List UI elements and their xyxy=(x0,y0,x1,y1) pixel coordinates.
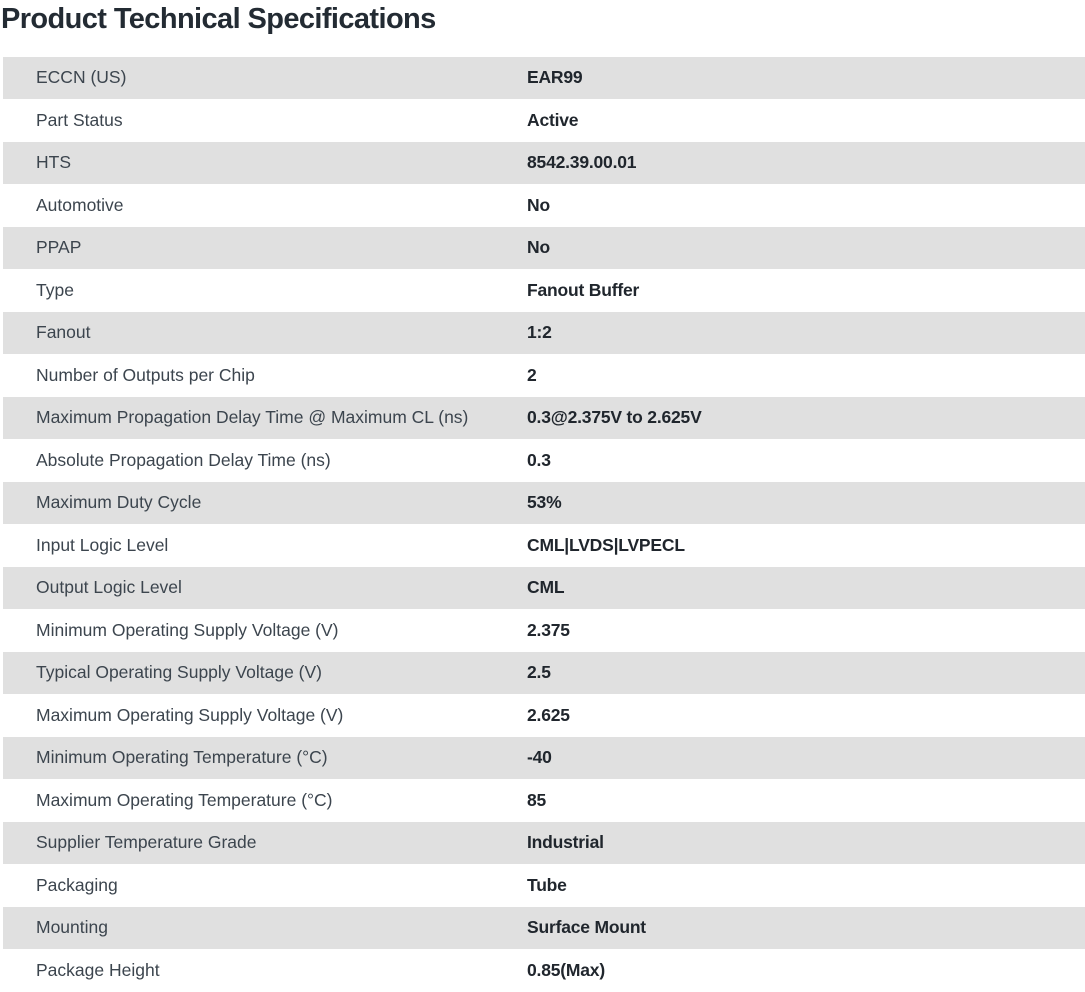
spec-value: 85 xyxy=(527,789,547,810)
spec-label: Fanout xyxy=(36,322,91,343)
spec-row: Type Fanout Buffer xyxy=(3,269,1085,312)
spec-label: Maximum Propagation Delay Time @ Maximum… xyxy=(36,407,469,428)
spec-label: Typical Operating Supply Voltage (V) xyxy=(36,662,322,683)
page-header: Product Technical Specifications xyxy=(0,0,1085,57)
spec-label: Package Height xyxy=(36,959,160,980)
spec-label: ECCN (US) xyxy=(36,67,127,88)
spec-row: Maximum Operating Supply Voltage (V) 2.6… xyxy=(3,694,1085,737)
spec-label: Number of Outputs per Chip xyxy=(36,364,255,385)
spec-row: Input Logic Level CML|LVDS|LVPECL xyxy=(3,524,1085,567)
spec-row: Minimum Operating Supply Voltage (V) 2.3… xyxy=(3,609,1085,652)
spec-value: 0.3@2.375V to 2.625V xyxy=(527,407,702,428)
spec-value: Active xyxy=(527,109,579,130)
spec-label: Automotive xyxy=(36,194,124,215)
spec-row: Mounting Surface Mount xyxy=(3,906,1085,949)
spec-label: Absolute Propagation Delay Time (ns) xyxy=(36,449,331,470)
spec-value: 2.375 xyxy=(527,619,570,640)
spec-label: Output Logic Level xyxy=(36,577,182,598)
spec-value: 2.625 xyxy=(527,704,570,725)
spec-row: ECCN (US) EAR99 xyxy=(3,56,1085,99)
spec-row: PPAP No xyxy=(3,226,1085,269)
spec-row: Absolute Propagation Delay Time (ns) 0.3 xyxy=(3,439,1085,482)
spec-value: CML xyxy=(527,577,565,598)
spec-label: Mounting xyxy=(36,917,108,938)
spec-label: Maximum Operating Supply Voltage (V) xyxy=(36,704,344,725)
spec-value: Tube xyxy=(527,874,567,895)
spec-row: Number of Outputs per Chip 2 xyxy=(3,354,1085,397)
spec-value: Industrial xyxy=(527,832,604,853)
spec-value: 8542.39.00.01 xyxy=(527,152,637,173)
spec-row: Package Height 0.85(Max) xyxy=(3,949,1085,992)
spec-row: Automotive No xyxy=(3,184,1085,227)
spec-label: Maximum Operating Temperature (°C) xyxy=(36,789,333,810)
spec-value: 2.5 xyxy=(527,662,551,683)
spec-label: Minimum Operating Supply Voltage (V) xyxy=(36,619,339,640)
spec-value: Surface Mount xyxy=(527,917,646,938)
spec-row: Supplier Temperature Grade Industrial xyxy=(3,821,1085,864)
spec-value: No xyxy=(527,194,550,215)
spec-label: Maximum Duty Cycle xyxy=(36,492,202,513)
spec-value: 1:2 xyxy=(527,322,552,343)
spec-label: Part Status xyxy=(36,109,123,130)
spec-row: HTS 8542.39.00.01 xyxy=(3,141,1085,184)
spec-value: -40 xyxy=(527,747,552,768)
spec-row: Maximum Propagation Delay Time @ Maximum… xyxy=(3,396,1085,439)
spec-value: EAR99 xyxy=(527,67,583,88)
spec-label: Supplier Temperature Grade xyxy=(36,832,257,853)
spec-label: Type xyxy=(36,279,74,300)
spec-value: Fanout Buffer xyxy=(527,279,640,300)
spec-row: Packaging Tube xyxy=(3,864,1085,907)
spec-row: Minimum Operating Temperature (°C) -40 xyxy=(3,736,1085,779)
spec-value: No xyxy=(527,237,550,258)
spec-label: Input Logic Level xyxy=(36,534,169,555)
spec-label: Packaging xyxy=(36,874,118,895)
spec-row: Typical Operating Supply Voltage (V) 2.5 xyxy=(3,651,1085,694)
spec-label: PPAP xyxy=(36,237,82,258)
spec-row: Fanout 1:2 xyxy=(3,311,1085,354)
spec-value: 2 xyxy=(527,364,537,385)
spec-value: CML|LVDS|LVPECL xyxy=(527,534,685,555)
spec-value: 0.85(Max) xyxy=(527,959,605,980)
spec-label: Minimum Operating Temperature (°C) xyxy=(36,747,328,768)
spec-row: Output Logic Level CML xyxy=(3,566,1085,609)
spec-row: Maximum Operating Temperature (°C) 85 xyxy=(3,779,1085,822)
page-title: Product Technical Specifications xyxy=(1,3,436,35)
spec-table: ECCN (US) EAR99 Part Status Active HTS 8… xyxy=(3,56,1085,992)
spec-row: Part Status Active xyxy=(3,99,1085,142)
spec-row: Maximum Duty Cycle 53% xyxy=(3,481,1085,524)
spec-label: HTS xyxy=(36,152,71,173)
spec-value: 0.3 xyxy=(527,449,551,470)
spec-value: 53% xyxy=(527,492,562,513)
